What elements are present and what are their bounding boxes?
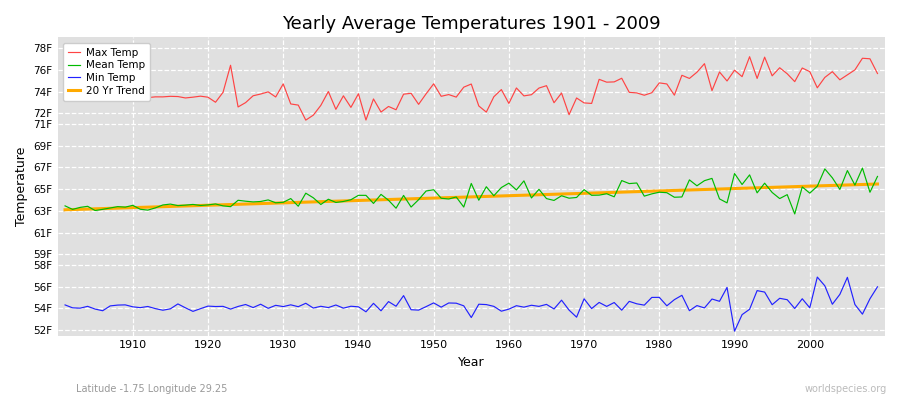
20 Yr Trend [285, 200, 296, 205]
Mean Temp [789, 212, 800, 216]
Min Temp [872, 284, 883, 289]
Max Temp [511, 86, 522, 90]
Max Temp [744, 54, 755, 59]
Mean Temp [496, 185, 507, 190]
Max Temp [872, 71, 883, 76]
20 Yr Trend [120, 206, 130, 210]
20 Yr Trend [59, 207, 70, 212]
Max Temp [285, 102, 296, 106]
Text: worldspecies.org: worldspecies.org [805, 384, 886, 394]
Mean Temp [857, 166, 868, 170]
Mean Temp [59, 204, 70, 208]
Max Temp [120, 94, 130, 99]
Max Temp [338, 94, 349, 98]
Min Temp [503, 307, 514, 312]
Legend: Max Temp, Mean Temp, Min Temp, 20 Yr Trend: Max Temp, Mean Temp, Min Temp, 20 Yr Tre… [63, 42, 150, 101]
Title: Yearly Average Temperatures 1901 - 2009: Yearly Average Temperatures 1901 - 2009 [282, 15, 661, 33]
Max Temp [59, 95, 70, 100]
20 Yr Trend [872, 182, 883, 186]
20 Yr Trend [594, 190, 605, 195]
Min Temp [594, 300, 605, 305]
Min Temp [330, 303, 341, 308]
Min Temp [285, 302, 296, 307]
Mean Temp [594, 193, 605, 198]
Y-axis label: Temperature: Temperature [15, 147, 28, 226]
Line: Max Temp: Max Temp [65, 57, 878, 120]
Max Temp [601, 80, 612, 84]
20 Yr Trend [330, 199, 341, 204]
Min Temp [496, 309, 507, 314]
X-axis label: Year: Year [458, 356, 484, 369]
Mean Temp [120, 205, 130, 210]
Max Temp [503, 101, 514, 106]
20 Yr Trend [503, 193, 514, 198]
20 Yr Trend [496, 194, 507, 198]
Line: Mean Temp: Mean Temp [65, 168, 878, 214]
Min Temp [812, 275, 823, 280]
Max Temp [301, 118, 311, 122]
Mean Temp [330, 200, 341, 205]
Min Temp [729, 329, 740, 334]
Min Temp [59, 302, 70, 307]
Min Temp [120, 302, 130, 307]
Mean Temp [503, 181, 514, 186]
Line: 20 Yr Trend: 20 Yr Trend [65, 184, 878, 210]
Line: Min Temp: Min Temp [65, 277, 878, 331]
Mean Temp [285, 196, 296, 201]
Mean Temp [872, 174, 883, 179]
Text: Latitude -1.75 Longitude 29.25: Latitude -1.75 Longitude 29.25 [76, 384, 228, 394]
